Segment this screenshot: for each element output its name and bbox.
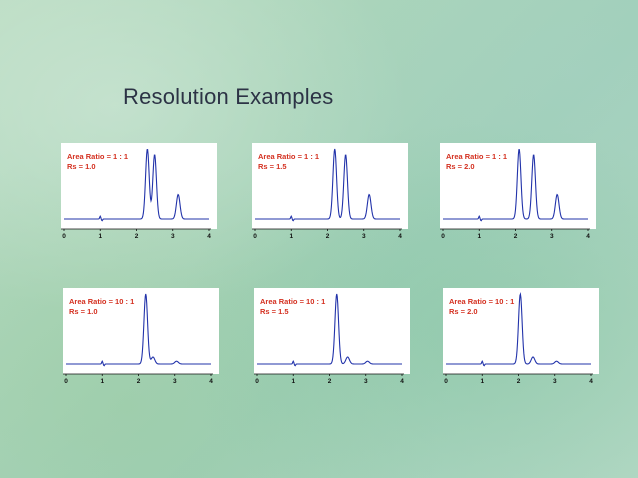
x-tick-label: 1: [480, 378, 484, 385]
resolution-label: Rs = 1.5: [258, 162, 287, 171]
chromatogram-panel: Area Ratio = 10 : 1 Rs = 2.0 0 1 2 3 4: [443, 288, 599, 385]
resolution-label: Rs = 1.0: [67, 162, 96, 171]
chromatogram-trace: [257, 293, 402, 367]
chromatogram-panel: Area Ratio = 1 : 1 Rs = 1.0 0 1 2 3 4: [61, 143, 217, 240]
x-tick-label: 4: [207, 233, 211, 240]
chromatogram-panel: Area Ratio = 10 : 1 Rs = 1.0 0 1 2 3 4: [63, 288, 219, 385]
x-tick-label: 2: [328, 378, 332, 385]
x-tick-label: 3: [362, 233, 366, 240]
x-tick-label: 0: [64, 378, 68, 385]
x-tick-label: 1: [98, 233, 102, 240]
chromatogram-trace: [64, 148, 209, 222]
area-ratio-label: Area Ratio = 10 : 1: [449, 297, 515, 306]
area-ratio-label: Area Ratio = 10 : 1: [260, 297, 326, 306]
area-ratio-label: Area Ratio = 1 : 1: [446, 152, 508, 161]
chromatogram-trace: [255, 148, 400, 222]
x-tick-label: 0: [62, 233, 66, 240]
area-ratio-label: Area Ratio = 1 : 1: [67, 152, 129, 161]
x-tick-label: 3: [550, 233, 554, 240]
chromatogram-plot: 0 1 2 3 4: [61, 148, 211, 240]
x-tick-label: 3: [553, 378, 557, 385]
x-tick-label: 0: [253, 233, 257, 240]
x-tick-label: 2: [326, 233, 330, 240]
chromatogram-plot: 0 1 2 3 4: [252, 148, 402, 240]
x-tick-label: 0: [444, 378, 448, 385]
x-tick-label: 1: [477, 233, 481, 240]
resolution-label: Rs = 1.0: [69, 307, 98, 316]
x-tick-label: 4: [400, 378, 404, 385]
resolution-label: Rs = 1.5: [260, 307, 289, 316]
chromatogram-panel: Area Ratio = 10 : 1 Rs = 1.5 0 1 2 3 4: [254, 288, 410, 385]
area-ratio-label: Area Ratio = 10 : 1: [69, 297, 135, 306]
x-tick-label: 1: [100, 378, 104, 385]
resolution-label: Rs = 2.0: [449, 307, 478, 316]
x-tick-label: 2: [135, 233, 139, 240]
chromatogram-trace: [443, 149, 588, 222]
x-tick-label: 0: [441, 233, 445, 240]
chromatogram-trace: [446, 291, 591, 367]
x-tick-label: 2: [137, 378, 141, 385]
resolution-label: Rs = 2.0: [446, 162, 475, 171]
chromatogram-plot: 0 1 2 3 4: [63, 293, 213, 385]
x-tick-label: 3: [171, 233, 175, 240]
chromatogram-trace: [66, 293, 211, 367]
area-ratio-label: Area Ratio = 1 : 1: [258, 152, 320, 161]
x-tick-label: 0: [255, 378, 259, 385]
chromatogram-plot: 0 1 2 3 4: [443, 291, 593, 385]
x-tick-label: 1: [291, 378, 295, 385]
x-tick-label: 2: [517, 378, 521, 385]
x-tick-label: 3: [364, 378, 368, 385]
chromatogram-panel: Area Ratio = 1 : 1 Rs = 1.5 0 1 2 3 4: [252, 143, 408, 240]
plot-area: [61, 143, 217, 229]
x-tick-label: 4: [209, 378, 213, 385]
x-tick-label: 4: [398, 233, 402, 240]
chromatogram-plot: 0 1 2 3 4: [254, 293, 404, 385]
x-tick-label: 2: [514, 233, 518, 240]
x-tick-label: 1: [289, 233, 293, 240]
slide-title: Resolution Examples: [123, 84, 334, 109]
chromatogram-panel: Area Ratio = 1 : 1 Rs = 2.0 0 1 2 3 4: [440, 143, 596, 240]
x-tick-label: 4: [586, 233, 590, 240]
x-tick-label: 4: [589, 378, 593, 385]
x-tick-label: 3: [173, 378, 177, 385]
chromatogram-plot: 0 1 2 3 4: [440, 149, 590, 240]
